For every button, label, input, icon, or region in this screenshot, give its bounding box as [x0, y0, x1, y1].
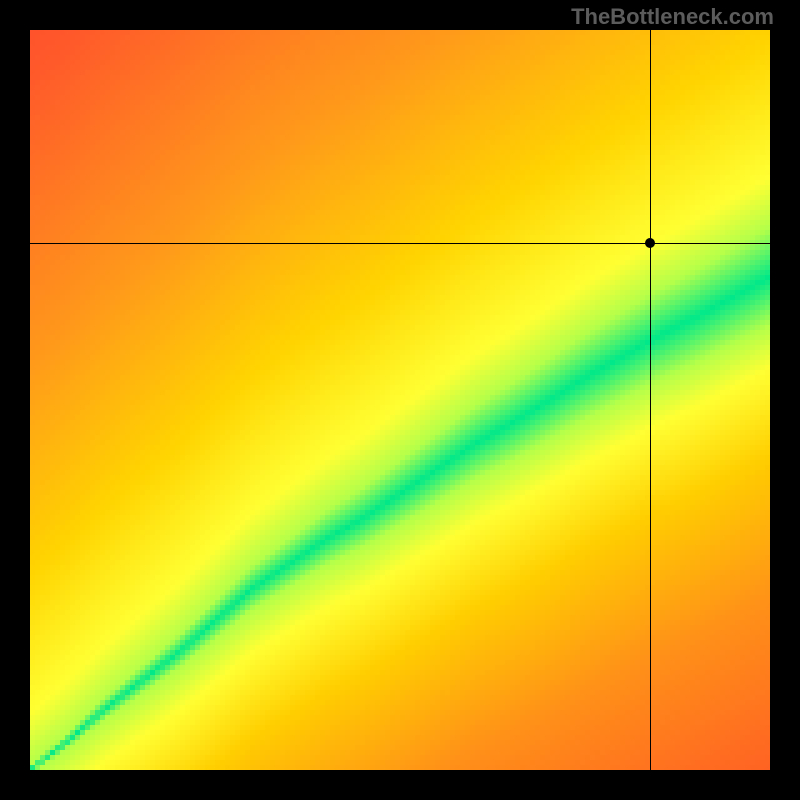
- crosshair-vertical: [650, 30, 651, 770]
- heatmap-canvas: [30, 30, 770, 770]
- crosshair-horizontal: [30, 243, 770, 244]
- watermark-text: TheBottleneck.com: [571, 4, 774, 30]
- heatmap-plot: [30, 30, 770, 770]
- crosshair-marker: [645, 238, 655, 248]
- root-container: TheBottleneck.com: [0, 0, 800, 800]
